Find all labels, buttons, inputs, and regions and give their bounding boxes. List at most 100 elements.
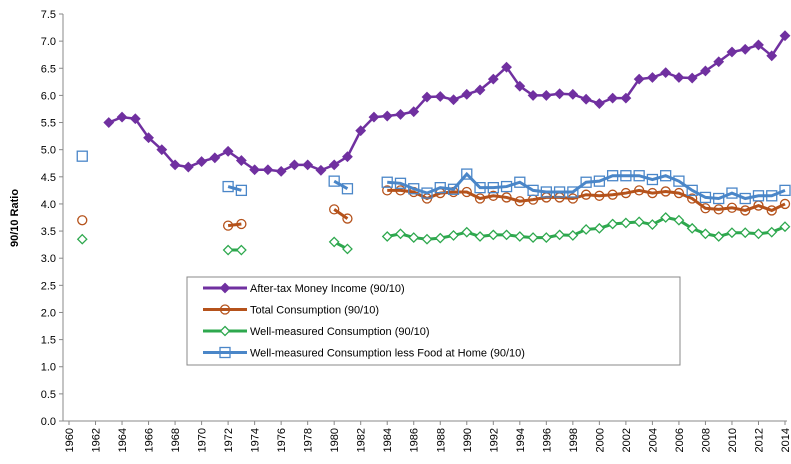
marker [448, 94, 459, 106]
marker [620, 217, 632, 229]
marker [143, 132, 154, 144]
marker [116, 111, 128, 123]
x-tick-label: 1978 [303, 428, 315, 452]
x-tick-label: 2002 [621, 428, 633, 452]
marker [593, 175, 606, 187]
marker [382, 185, 393, 196]
marker [395, 228, 406, 240]
y-tick-label: 3.5 [41, 226, 56, 238]
marker [448, 229, 459, 241]
marker [514, 196, 525, 207]
marker [633, 216, 645, 228]
x-tick-label: 2000 [594, 428, 606, 452]
marker [434, 182, 446, 194]
marker [461, 168, 473, 180]
marker [660, 186, 671, 197]
marker [753, 228, 764, 240]
x-tick-label: 1964 [117, 428, 129, 452]
series-line [227, 188, 786, 228]
marker [527, 89, 539, 101]
marker [474, 84, 486, 96]
marker [686, 72, 698, 84]
marker [660, 67, 672, 79]
x-tick-label: 1966 [144, 428, 156, 452]
marker [76, 233, 88, 245]
marker [713, 204, 724, 215]
marker [275, 165, 287, 177]
marker [328, 236, 340, 248]
marker [700, 228, 711, 240]
marker [514, 80, 526, 92]
marker [739, 192, 751, 205]
x-tick-label: 1974 [250, 428, 262, 452]
marker [461, 88, 473, 100]
marker [620, 170, 632, 182]
marker [421, 91, 433, 103]
marker [673, 187, 685, 199]
marker [593, 222, 605, 234]
marker [620, 92, 632, 104]
marker [766, 226, 778, 238]
x-tick-label: 1962 [91, 428, 103, 452]
marker [567, 193, 579, 204]
marker [580, 189, 592, 200]
x-tick-label: 1986 [409, 428, 421, 452]
x-tick-label: 2014 [780, 428, 791, 452]
marker [580, 93, 592, 105]
y-tick-label: 0.5 [41, 389, 56, 401]
marker [540, 232, 552, 243]
marker [713, 56, 725, 68]
marker [580, 224, 592, 235]
marker [607, 189, 618, 200]
marker [607, 92, 619, 104]
marker [302, 159, 314, 171]
legend-label: Total Consumption (90/10) [250, 305, 379, 317]
marker [474, 193, 486, 204]
marker [739, 227, 751, 239]
marker [766, 190, 778, 202]
marker [487, 73, 499, 85]
marker [474, 231, 486, 242]
marker [700, 203, 711, 214]
marker [342, 213, 353, 224]
marker [620, 187, 632, 199]
y-tick-label: 2.0 [41, 307, 56, 319]
marker [687, 193, 698, 204]
marker [249, 164, 261, 176]
marker [673, 214, 685, 226]
y-tick-label: 1.5 [41, 335, 56, 347]
marker [646, 219, 658, 230]
marker [779, 184, 791, 197]
marker [766, 205, 777, 216]
marker [713, 192, 725, 205]
marker [726, 187, 738, 199]
marker [381, 110, 393, 122]
y-tick-label: 4.5 [41, 172, 56, 184]
marker [395, 185, 406, 196]
x-tick-label: 1970 [197, 428, 209, 452]
marker [408, 183, 420, 195]
marker [646, 72, 658, 83]
y-tick-label: 5.5 [41, 118, 56, 130]
marker [342, 243, 353, 255]
marker [408, 232, 420, 243]
marker [647, 187, 658, 199]
marker [487, 182, 499, 194]
marker [500, 180, 513, 193]
marker [421, 233, 433, 245]
marker [593, 98, 605, 109]
marker [222, 180, 234, 193]
legend-marker [219, 346, 231, 359]
marker [501, 229, 512, 241]
marker [368, 111, 380, 123]
marker [169, 159, 181, 171]
marker [766, 50, 778, 62]
marker [328, 159, 340, 171]
marker [421, 187, 433, 199]
marker [779, 30, 791, 42]
y-tick-label: 2.5 [41, 280, 56, 292]
marker [222, 145, 234, 157]
series-line [227, 171, 786, 201]
marker [209, 152, 221, 164]
